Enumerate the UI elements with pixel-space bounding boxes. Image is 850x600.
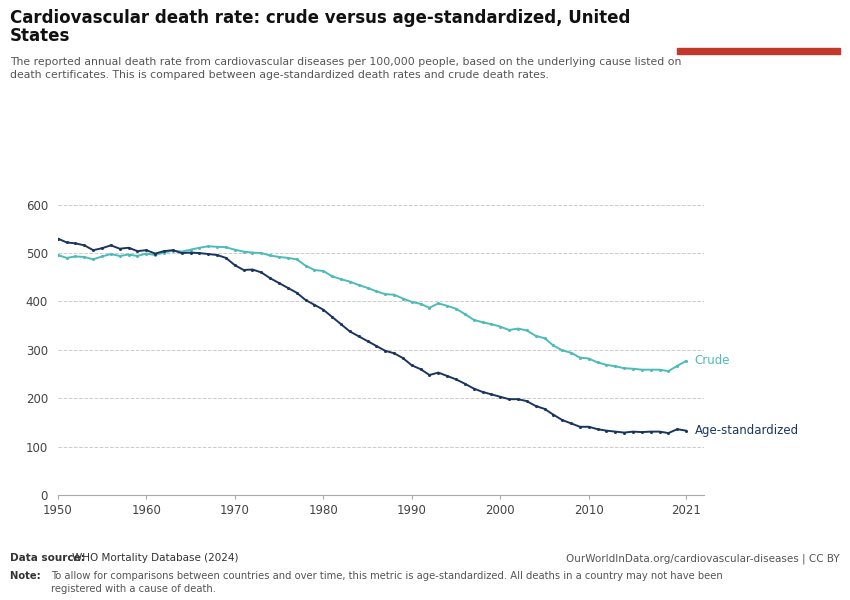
Text: in Data: in Data <box>737 31 779 40</box>
Text: Cardiovascular death rate: crude versus age-standardized, United: Cardiovascular death rate: crude versus … <box>10 9 631 27</box>
Text: OurWorldInData.org/cardiovascular-diseases | CC BY: OurWorldInData.org/cardiovascular-diseas… <box>566 553 840 564</box>
Text: Crude: Crude <box>694 355 730 367</box>
Bar <box>677 48 840 54</box>
Text: Note:: Note: <box>10 571 44 581</box>
Text: To allow for comparisons between countries and over time, this metric is age-sta: To allow for comparisons between countri… <box>51 571 722 595</box>
Text: Our World: Our World <box>728 14 788 25</box>
Text: Data source:: Data source: <box>10 553 88 563</box>
Text: States: States <box>10 27 71 45</box>
Text: WHO Mortality Database (2024): WHO Mortality Database (2024) <box>72 553 239 563</box>
Text: The reported annual death rate from cardiovascular diseases per 100,000 people, : The reported annual death rate from card… <box>10 57 682 80</box>
Text: Age-standardized: Age-standardized <box>694 424 798 437</box>
